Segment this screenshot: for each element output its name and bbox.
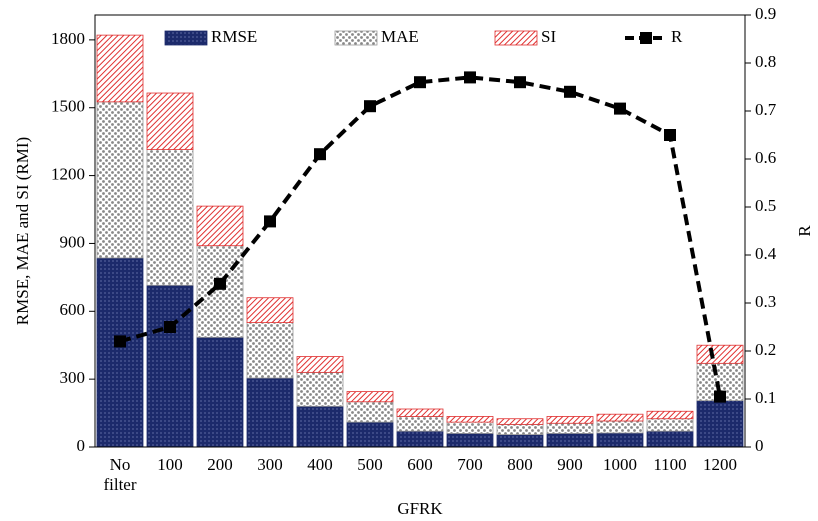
legend-swatch — [494, 30, 538, 46]
x-tick-label: No filter — [103, 455, 137, 494]
legend-label: SI — [541, 27, 556, 46]
bar-segment — [346, 421, 394, 448]
x-tick-label: 300 — [257, 455, 283, 474]
bar-segment — [546, 416, 594, 424]
r-marker — [214, 277, 226, 290]
r-marker — [464, 71, 476, 84]
bar-segment — [396, 416, 444, 432]
bar-segment — [296, 405, 344, 448]
y2-tick-label: 0.5 — [755, 196, 776, 215]
bar-segment — [146, 284, 194, 448]
bar-segment — [596, 420, 644, 434]
r-marker — [264, 215, 276, 228]
legend-swatch — [164, 30, 208, 46]
bar-segment — [296, 356, 344, 373]
y2-tick-label: 0 — [755, 436, 764, 455]
y-tick-label: 600 — [60, 300, 86, 319]
bar-segment — [196, 336, 244, 448]
x-tick-label: 600 — [407, 455, 433, 474]
bar-segment — [646, 410, 694, 420]
x-axis-label: GFRK — [397, 499, 443, 518]
bar-segment — [496, 418, 544, 425]
bar-segment — [696, 400, 744, 448]
x-tick-label: 1000 — [603, 455, 637, 474]
y2-tick-label: 0.4 — [755, 244, 777, 263]
r-marker — [364, 100, 376, 113]
x-tick-label: 200 — [207, 455, 233, 474]
x-tick-label: 400 — [307, 455, 333, 474]
y-tick-label: 900 — [60, 232, 86, 251]
bar-segment — [546, 422, 594, 434]
y2-axis-label: R — [795, 225, 814, 237]
y2-tick-label: 0.2 — [755, 340, 776, 359]
y-tick-label: 1500 — [51, 97, 85, 116]
bar-segment — [446, 416, 494, 423]
bar-segment — [146, 92, 194, 150]
bar-segment — [96, 101, 144, 259]
bar-segment — [346, 401, 394, 423]
legend-label: MAE — [381, 27, 419, 46]
bar-segment — [396, 430, 444, 448]
bar-segment — [396, 408, 444, 417]
legend-swatch — [334, 30, 378, 46]
y2-tick-label: 0.9 — [755, 4, 776, 23]
bar-segment — [696, 344, 744, 364]
bar-segment — [246, 377, 294, 448]
y2-tick-label: 0.3 — [755, 292, 776, 311]
bar-segment — [446, 433, 494, 448]
bar-segment — [246, 297, 294, 324]
r-marker — [614, 102, 626, 115]
bar-segment — [596, 413, 644, 422]
bar-segment — [246, 322, 294, 379]
y2-tick-label: 0.8 — [755, 52, 776, 71]
x-tick-label: 1200 — [703, 455, 737, 474]
legend-marker — [640, 32, 652, 44]
bar-segment — [496, 434, 544, 448]
r-marker — [564, 85, 576, 98]
r-marker — [114, 335, 126, 348]
y-axis-label: RMSE, MAE and SI (RMI) — [13, 137, 32, 325]
y2-tick-label: 0.7 — [755, 100, 777, 119]
bar-segment — [646, 430, 694, 448]
bar-segment — [546, 433, 594, 448]
x-tick-label: 900 — [557, 455, 583, 474]
bar-segment — [446, 421, 494, 434]
bar-segment — [196, 245, 244, 338]
r-marker — [714, 390, 726, 403]
y-tick-label: 300 — [60, 368, 86, 387]
bar-segment — [196, 205, 244, 247]
bar-segment — [496, 423, 544, 435]
y-tick-label: 1200 — [51, 164, 85, 183]
y-tick-label: 1800 — [51, 29, 85, 48]
x-tick-label: 700 — [457, 455, 483, 474]
y2-tick-label: 0.1 — [755, 388, 776, 407]
r-marker — [314, 148, 326, 161]
bar-segment — [346, 391, 394, 403]
x-tick-label: 1100 — [653, 455, 687, 474]
bar-segment — [296, 371, 344, 407]
x-tick-label: 100 — [157, 455, 183, 474]
r-marker — [164, 321, 176, 333]
legend-label: R — [671, 27, 683, 46]
x-tick-label: 500 — [357, 455, 383, 474]
bar-segment — [96, 257, 144, 448]
r-marker — [664, 129, 676, 141]
bar-segment — [646, 418, 694, 432]
legend-label: RMSE — [211, 27, 257, 46]
r-marker — [414, 76, 426, 89]
x-tick-label: 800 — [507, 455, 533, 474]
r-marker — [514, 76, 526, 89]
bar-segment — [96, 34, 144, 103]
y-tick-label: 0 — [77, 436, 86, 455]
bar-segment — [146, 149, 194, 286]
y2-tick-label: 0.6 — [755, 148, 776, 167]
plot-frame — [94, 14, 746, 448]
bar-segment — [596, 432, 644, 448]
